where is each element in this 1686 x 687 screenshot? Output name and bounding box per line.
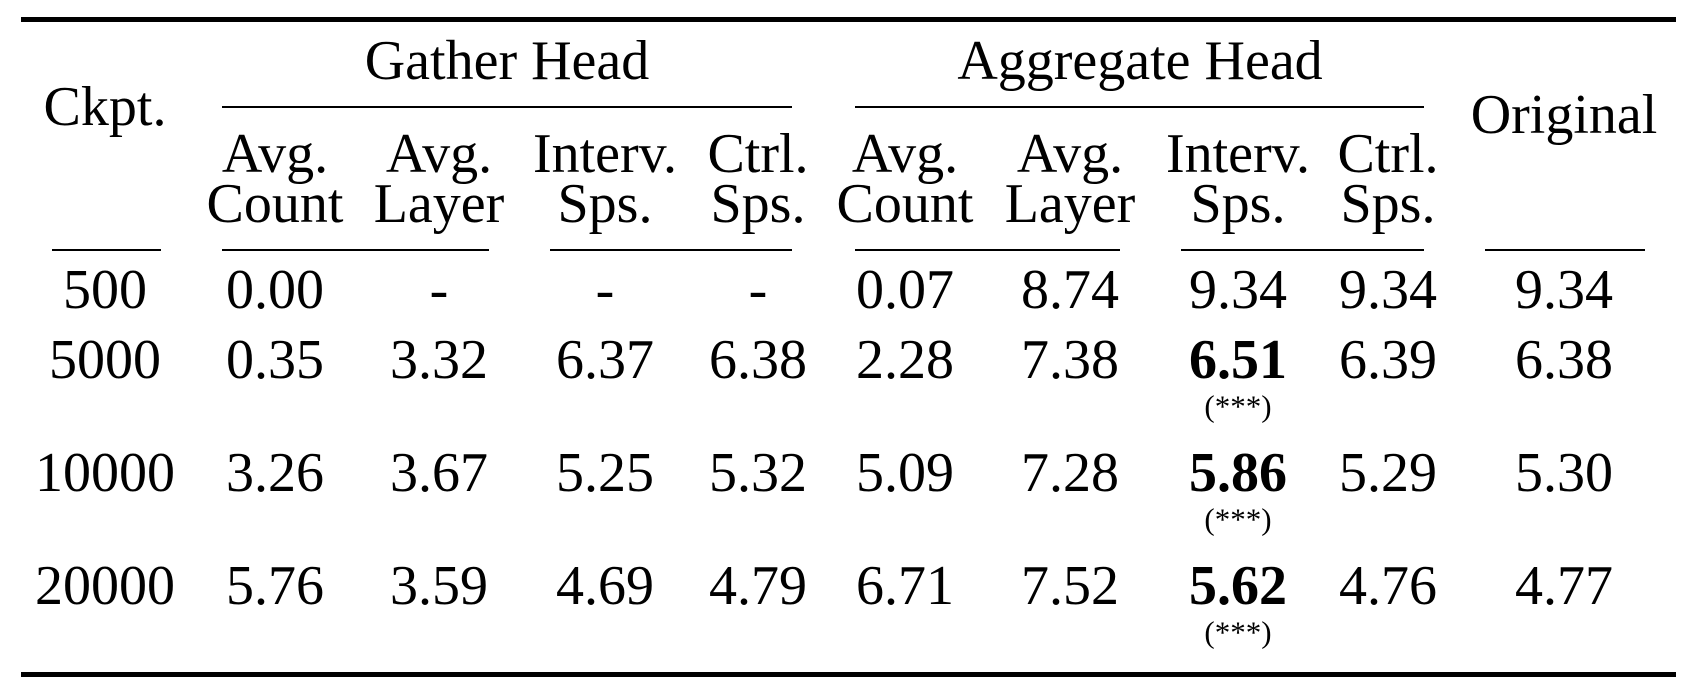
row-ckpt: 500 (63, 259, 147, 321)
column-header-line2: Count (836, 173, 974, 235)
column-header-line1: Avg. (221, 123, 329, 185)
table-cell: 3.32 (390, 329, 488, 391)
table-cell: 6.51 (1189, 329, 1287, 391)
table-cell: 5.25 (556, 442, 654, 504)
header-rule (1181, 249, 1424, 251)
header-rule (550, 249, 792, 251)
table-cell: 2.28 (856, 329, 954, 391)
table-cell: 4.79 (709, 555, 807, 617)
bottom-rule (21, 672, 1676, 677)
column-header-line2: Count (206, 173, 344, 235)
column-header-line1: Avg. (385, 123, 493, 185)
table-cell: 6.71 (856, 555, 954, 617)
table-cell: 6.38 (709, 329, 807, 391)
table-cell: - (429, 259, 449, 321)
table-cell: 3.59 (390, 555, 488, 617)
table-cell: 8.74 (1021, 259, 1119, 321)
table-cell: 7.28 (1021, 442, 1119, 504)
significance-note: (***) (1204, 501, 1272, 537)
table-cell: 4.76 (1339, 555, 1437, 617)
significance-note: (***) (1204, 388, 1272, 424)
significance-note: (***) (1204, 614, 1272, 650)
table-cell: 9.34 (1339, 259, 1437, 321)
column-header-line2: Sps. (1190, 173, 1286, 235)
column-header-line2: Layer (373, 173, 505, 235)
table-cell: 3.26 (226, 442, 324, 504)
table-cell: 7.52 (1021, 555, 1119, 617)
table-cell: 4.77 (1515, 555, 1613, 617)
table-cell: 6.37 (556, 329, 654, 391)
table-cell: - (748, 259, 768, 321)
column-header-line2: Layer (1004, 173, 1136, 235)
header-rule (855, 249, 1120, 251)
column-header-line2: Sps. (710, 173, 806, 235)
column-header-line2: Sps. (557, 173, 653, 235)
table-cell: - (595, 259, 615, 321)
table-cell: 4.69 (556, 555, 654, 617)
table-cell: 6.38 (1515, 329, 1613, 391)
group-header-gather: Gather Head (364, 30, 650, 92)
table-cell: 5.29 (1339, 442, 1437, 504)
header-rule (52, 249, 161, 251)
column-header-line2: Sps. (1340, 173, 1436, 235)
table-cell: 6.39 (1339, 329, 1437, 391)
ckpt-header: Ckpt. (43, 76, 167, 138)
table-cell: 5.30 (1515, 442, 1613, 504)
table-cell: 5.09 (856, 442, 954, 504)
header-rule (222, 249, 489, 251)
row-ckpt: 20000 (35, 555, 175, 617)
row-ckpt: 10000 (35, 442, 175, 504)
table-cell: 5.86 (1189, 442, 1287, 504)
column-header-line1: Ctrl. (1337, 123, 1439, 185)
group-header-aggregate: Aggregate Head (957, 30, 1323, 92)
column-header-line1: Avg. (851, 123, 959, 185)
table-cell: 5.76 (226, 555, 324, 617)
table-cell: 3.67 (390, 442, 488, 504)
table-cell: 9.34 (1515, 259, 1613, 321)
group-rule-aggregate (855, 106, 1424, 108)
table-cell: 0.07 (856, 259, 954, 321)
column-header-line1: Ctrl. (707, 123, 809, 185)
group-rule-gather (222, 106, 792, 108)
table-cell: 9.34 (1189, 259, 1287, 321)
table-cell: 5.32 (709, 442, 807, 504)
table-cell: 0.00 (226, 259, 324, 321)
table-cell: 5.62 (1189, 555, 1287, 617)
column-header-line1: Interv. (1165, 123, 1311, 185)
column-header-line1: Interv. (532, 123, 678, 185)
column-header-line1: Avg. (1016, 123, 1124, 185)
table-cell: 7.38 (1021, 329, 1119, 391)
table-cell: 0.35 (226, 329, 324, 391)
top-rule (21, 17, 1676, 22)
header-rule (1485, 249, 1645, 251)
original-header: Original (1470, 84, 1658, 146)
row-ckpt: 5000 (49, 329, 161, 391)
